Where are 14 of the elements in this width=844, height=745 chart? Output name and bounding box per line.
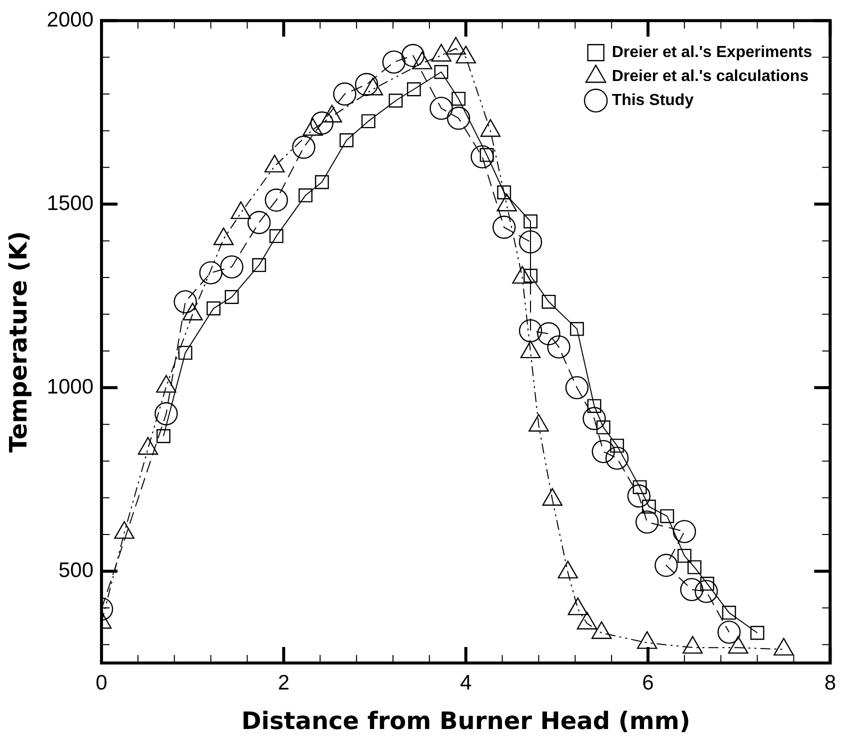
legend-label: This Study bbox=[612, 92, 694, 110]
x-tick-label: 2 bbox=[278, 671, 290, 694]
x-tick-label: 0 bbox=[96, 671, 108, 694]
x-axis-title: Distance from Burner Head (mm) bbox=[241, 706, 690, 735]
x-tick-label: 8 bbox=[824, 671, 836, 694]
x-tick-label: 4 bbox=[460, 671, 472, 694]
y-tick-label: 2000 bbox=[46, 8, 94, 32]
y-tick-label: 500 bbox=[58, 559, 94, 582]
y-axis-title: Temperature (K) bbox=[4, 231, 33, 453]
legend-label: Dreier et al.'s calculations bbox=[612, 68, 809, 86]
x-tick-label: 6 bbox=[642, 671, 654, 694]
y-tick-label: 1500 bbox=[46, 192, 94, 215]
legend-label: Dreier et al.'s Experiments bbox=[612, 44, 812, 62]
y-tick-label: 1000 bbox=[46, 375, 94, 398]
